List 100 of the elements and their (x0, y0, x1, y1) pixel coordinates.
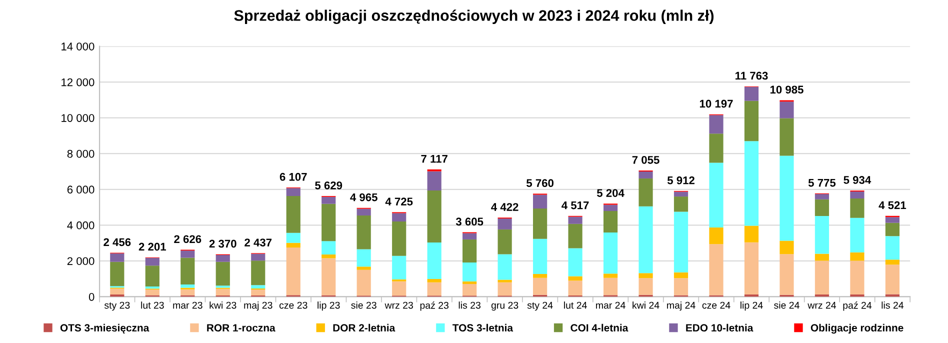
y-tick-label: 4 000 (67, 221, 94, 230)
legend-label: TOS 3-letnia (452, 324, 514, 332)
legend-label: Obligacje rodzinne (810, 324, 904, 334)
total-label: 7 117 (421, 154, 448, 163)
bar (744, 141, 759, 226)
bar (322, 254, 336, 258)
bar (462, 284, 477, 296)
bar (216, 255, 230, 262)
bar (885, 294, 900, 297)
bar (885, 264, 900, 294)
total-label: 4 422 (491, 203, 518, 211)
bar (568, 216, 582, 224)
bar (638, 273, 653, 278)
bar (286, 188, 300, 196)
bar (286, 248, 300, 296)
y-tick-label: 2 000 (67, 257, 94, 266)
y-tick-label: 0 (88, 292, 94, 301)
bar (603, 274, 618, 278)
bar (850, 192, 864, 199)
bar (110, 253, 124, 262)
bar (603, 211, 618, 232)
total-label: 3 605 (456, 218, 484, 226)
bar (392, 213, 406, 222)
bar (850, 198, 864, 218)
bar (603, 204, 618, 212)
bar (709, 162, 724, 228)
bar (780, 156, 794, 241)
bar (674, 212, 688, 272)
bar (427, 190, 442, 243)
total-label: 5 912 (667, 176, 694, 184)
bar (850, 260, 864, 295)
bar (568, 224, 582, 248)
bar (356, 215, 371, 250)
total-label: 5 204 (596, 189, 624, 197)
bar (145, 290, 160, 296)
bar (638, 278, 653, 295)
x-tick-label: kwi 23 (210, 302, 236, 309)
bar (744, 86, 759, 101)
total-label: 2 437 (244, 238, 272, 246)
bar (885, 236, 900, 260)
bar (568, 280, 582, 296)
bar (709, 227, 724, 244)
bar (498, 282, 512, 296)
bar (533, 278, 548, 295)
bar (427, 242, 442, 279)
bar (533, 274, 548, 278)
total-label: 5 760 (526, 179, 554, 188)
x-tick-label: mar 23 (173, 302, 202, 309)
bar (709, 115, 724, 134)
total-label: 7 055 (632, 156, 660, 164)
bar (568, 276, 582, 281)
bar (814, 254, 830, 261)
y-tick-label: 6 000 (67, 186, 94, 194)
x-tick-label: paź 24 (843, 302, 872, 311)
bar (110, 288, 124, 295)
total-label: 2 201 (138, 242, 166, 251)
bar (709, 134, 724, 163)
bar (356, 266, 371, 270)
bar (674, 278, 688, 296)
bar (885, 222, 900, 236)
bar (356, 249, 371, 267)
bar (814, 260, 830, 295)
bar (216, 262, 230, 286)
bar (180, 250, 195, 258)
x-tick-label: wrz 23 (384, 302, 413, 309)
bar (180, 258, 195, 285)
x-tick-label: lut 24 (564, 302, 587, 309)
y-tick-label: 14 000 (62, 42, 94, 50)
x-tick-label: lip 23 (318, 302, 340, 311)
bar (533, 238, 548, 274)
bar (638, 172, 653, 178)
x-tick-label: sty 24 (527, 302, 553, 311)
bar (498, 280, 512, 282)
bar (709, 244, 724, 296)
bar (850, 218, 864, 252)
x-tick-label: sie 23 (351, 302, 376, 309)
bar (251, 290, 266, 296)
bar (427, 278, 442, 282)
bar (885, 260, 900, 265)
total-label: 4 725 (385, 198, 413, 206)
bar (780, 102, 794, 118)
bar (674, 192, 688, 197)
x-tick-label: paź 23 (420, 302, 448, 311)
bar (638, 206, 653, 274)
bar (322, 204, 336, 242)
bar (674, 196, 688, 212)
bar (814, 199, 830, 216)
bar (251, 260, 266, 286)
bar (814, 194, 830, 200)
bar (744, 242, 759, 295)
y-tick-label: 8 000 (67, 150, 94, 158)
bar (498, 254, 512, 280)
bar (498, 218, 512, 230)
x-tick-label: maj 23 (244, 302, 272, 311)
bar (145, 266, 160, 286)
x-tick-label: gru 23 (491, 302, 518, 311)
bar (533, 194, 548, 209)
bar (286, 242, 300, 248)
x-tick-label: lut 23 (141, 302, 164, 309)
total-label: 11 763 (736, 72, 768, 80)
